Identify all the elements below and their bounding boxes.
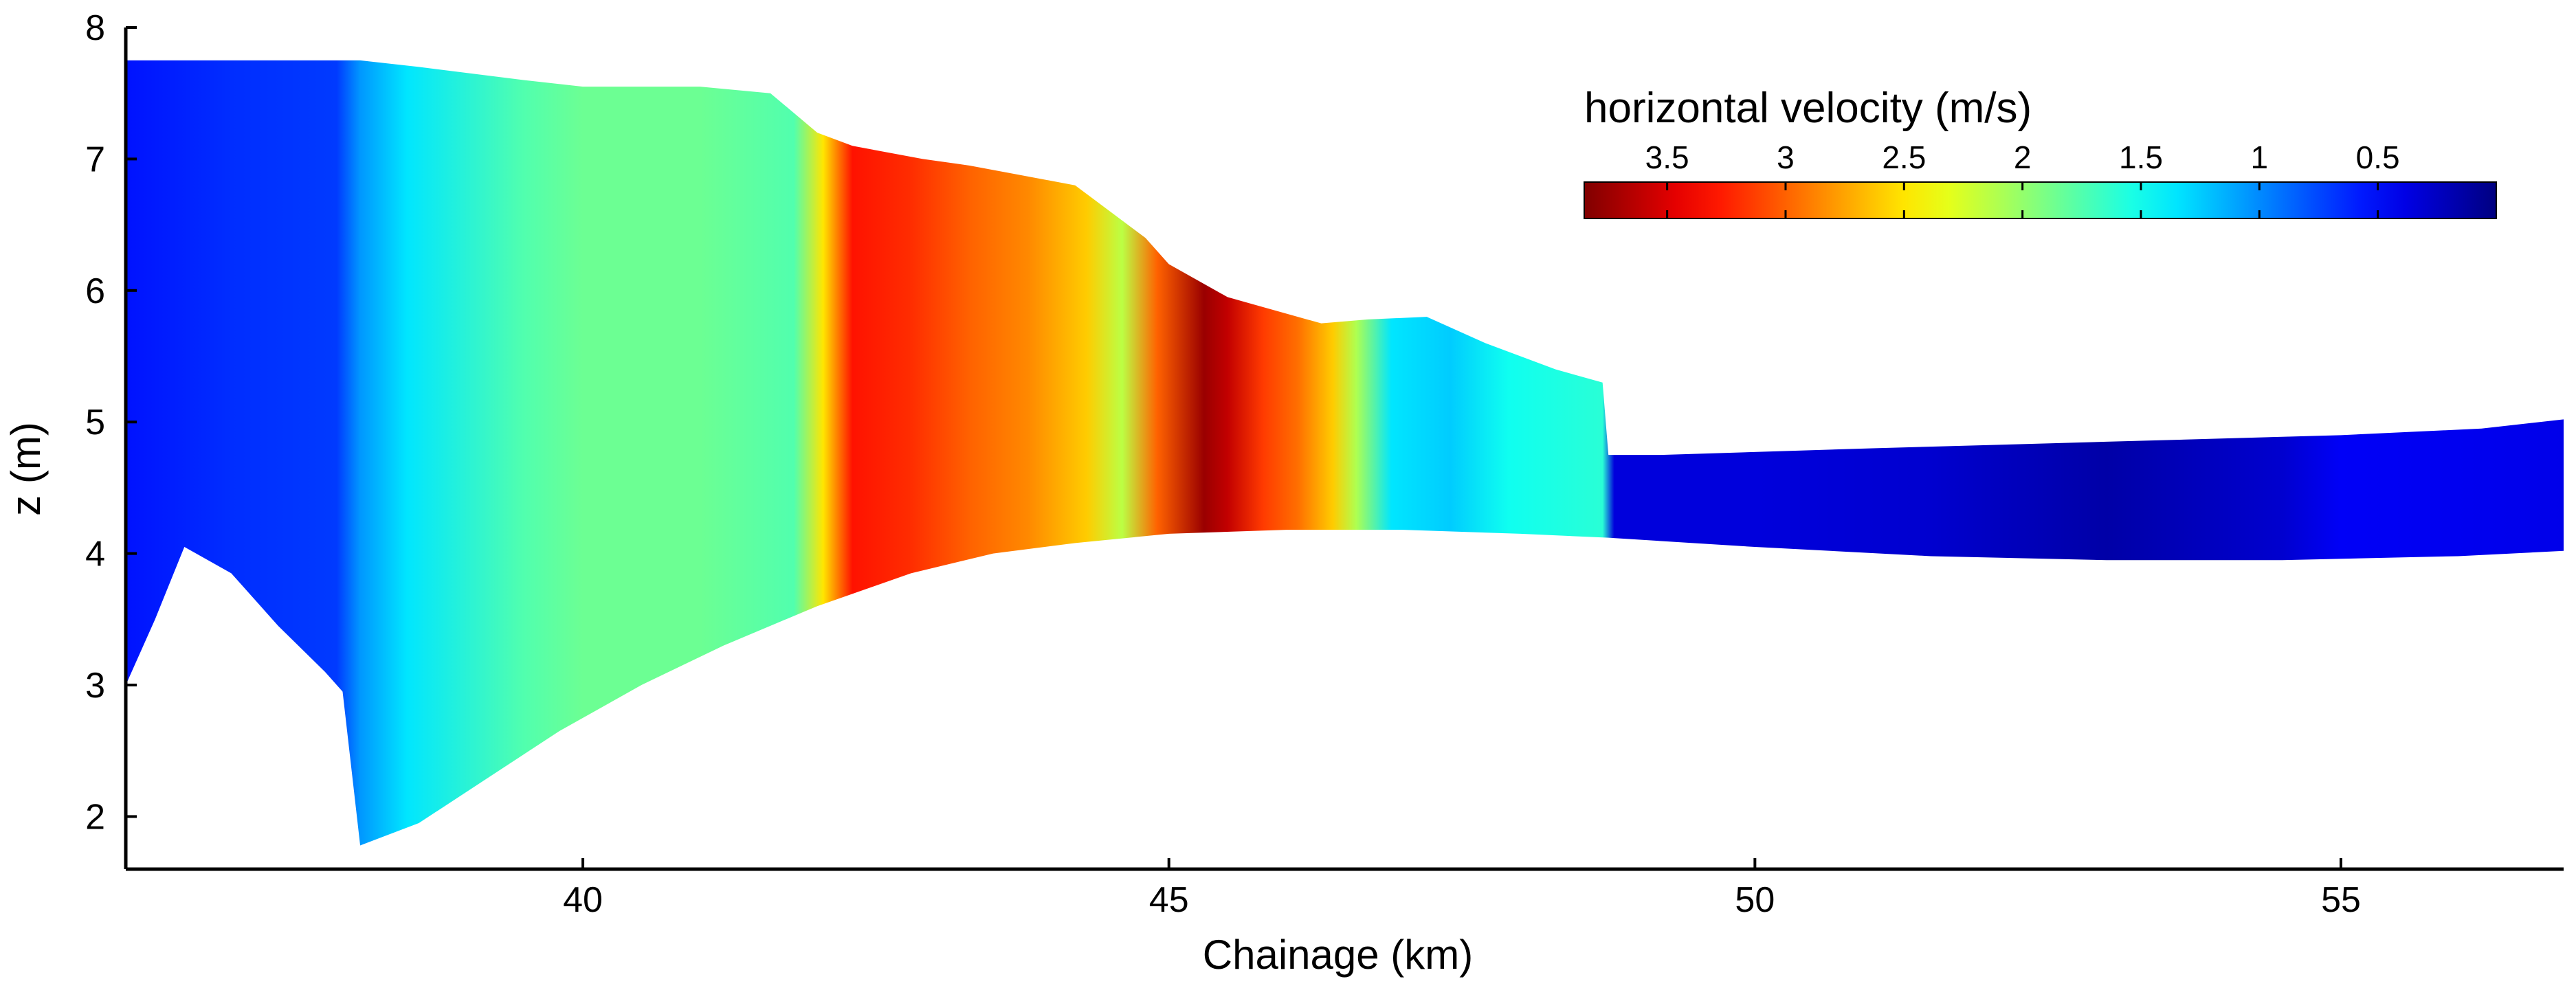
colorbar-title: horizontal velocity (m/s) bbox=[1584, 85, 2032, 132]
colorbar: horizontal velocity (m/s) 3.5 3 2.5 2 1.5 1 0.… bbox=[1584, 85, 2497, 219]
colorbar-tick-label: 1.5 bbox=[2119, 139, 2163, 175]
x-tick-label: 45 bbox=[1149, 880, 1189, 920]
colorbar-tick-label: 1 bbox=[2251, 139, 2269, 175]
velocity-field bbox=[126, 60, 2564, 846]
y-tick-label: 8 bbox=[85, 8, 105, 48]
y-tick-label: 7 bbox=[85, 139, 105, 179]
colorbar-ticks: 3.5 3 2.5 2 1.5 1 0.5 bbox=[1645, 139, 2400, 218]
y-axis-title: z (m) bbox=[3, 422, 49, 516]
colorbar-tick-label: 2.5 bbox=[1882, 139, 1926, 175]
x-tick-label: 50 bbox=[1735, 880, 1775, 920]
colorbar-tick-label: 0.5 bbox=[2356, 139, 2400, 175]
x-axis-title: Chainage (km) bbox=[1203, 932, 1474, 978]
x-tick-label: 40 bbox=[563, 880, 603, 920]
plot-area bbox=[126, 60, 2564, 846]
y-ticks: 2 3 4 5 6 7 8 bbox=[85, 8, 137, 837]
y-tick-label: 4 bbox=[85, 535, 105, 574]
y-tick-label: 6 bbox=[85, 271, 105, 311]
x-tick-label: 55 bbox=[2321, 880, 2361, 920]
colorbar-tick-label: 3 bbox=[1777, 139, 1795, 175]
colorbar-tick-label: 2 bbox=[2014, 139, 2032, 175]
colorbar-scale bbox=[1584, 181, 2497, 219]
y-tick-label: 3 bbox=[85, 666, 105, 706]
y-tick-label: 5 bbox=[85, 403, 105, 442]
y-tick-label: 2 bbox=[85, 797, 105, 837]
colorbar-tick-label: 3.5 bbox=[1645, 139, 1689, 175]
x-ticks: 40 45 50 55 bbox=[563, 858, 2361, 920]
